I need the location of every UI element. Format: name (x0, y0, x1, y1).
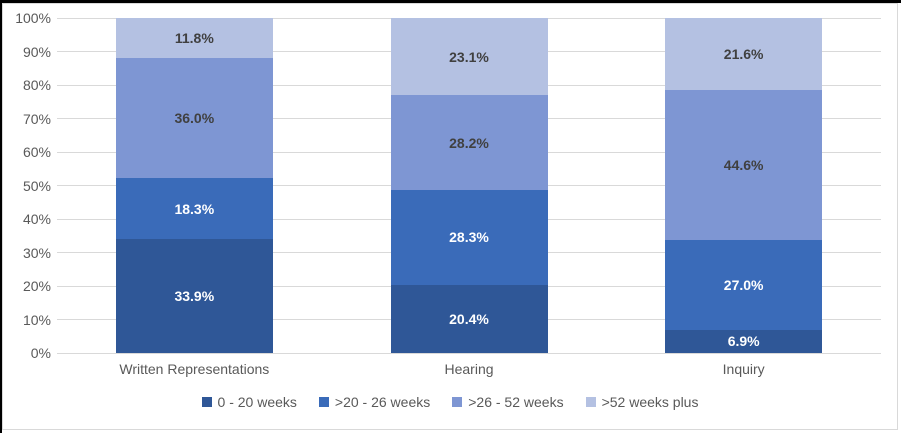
y-axis-tick-label: 80% (22, 77, 51, 93)
plot-area: 0% 10% 20% 30% 40% 50% 60% 70% 80% 90% 100% 33.9% 18… (15, 10, 881, 377)
bar-segment: 44.6% (665, 90, 823, 240)
bar-2: 20.4% 28.3% 28.2% 23.1% (390, 18, 548, 353)
data-label: 36.0% (174, 109, 215, 126)
bar-segment: 36.0% (115, 57, 273, 179)
y-axis-tick-label: 40% (22, 211, 51, 227)
data-label: 21.6% (723, 46, 764, 63)
gridline (57, 352, 881, 354)
bar-segment: 18.3% (115, 178, 273, 240)
legend-label: >20 - 26 weeks (334, 394, 431, 410)
category-label: Written Representations (119, 361, 270, 377)
gridline (57, 17, 881, 19)
legend-item-4: >52 weeks plus (585, 394, 699, 410)
y-axis-tick-label: 30% (22, 244, 51, 261)
y-axis-tick-label: 100% (15, 10, 51, 26)
bar-segment: 6.9% (665, 329, 823, 353)
legend-item-2: >20 - 26 weeks (318, 394, 431, 410)
data-label: 23.1% (449, 48, 489, 65)
bar-segment: 11.8% (115, 18, 273, 58)
data-label: 20.4% (449, 310, 489, 327)
legend-label: 0 - 20 weeks (217, 394, 297, 410)
legend-label: >26 - 52 weeks (468, 394, 564, 410)
y-axis-tick-label: 60% (22, 144, 51, 160)
legend-item-3: >26 - 52 weeks (452, 394, 564, 410)
legend-item-1: 0 - 20 weeks (201, 394, 297, 410)
data-label: 18.3% (174, 200, 215, 217)
data-label: 28.3% (449, 229, 489, 246)
y-axis-tick-label: 10% (22, 311, 51, 328)
bar-segment: 21.6% (665, 18, 823, 91)
chart-frame: 0% 10% 20% 30% 40% 50% 60% 70% 80% 90% 100% 33.9% 18… (2, 3, 898, 430)
data-label: 44.6% (723, 156, 764, 173)
bar-segment: 33.9% (115, 239, 273, 353)
bar-segment: 23.1% (390, 18, 548, 96)
data-label: 11.8% (174, 29, 214, 46)
data-label: 27.0% (723, 276, 764, 293)
y-axis-tick-label: 0% (30, 345, 51, 361)
bar-segment: 27.0% (665, 239, 823, 330)
data-label: 28.2% (449, 134, 489, 151)
bar-1: 33.9% 18.3% 36.0% 11.8% (115, 18, 273, 353)
legend-swatch-icon (318, 397, 329, 407)
legend-label: >52 weeks plus (601, 394, 699, 410)
bar-3: 6.9% 27.0% 44.6% 21.6% (665, 18, 823, 353)
category-label: Hearing (444, 361, 494, 377)
legend-swatch-icon (452, 397, 463, 407)
data-label: 33.9% (174, 288, 215, 305)
bar-segment: 28.3% (390, 189, 548, 285)
category-label: Inquiry (722, 361, 765, 377)
screen-edge-top (0, 0, 901, 3)
legend-swatch-icon (201, 397, 212, 407)
y-axis-tick-label: 70% (22, 110, 51, 127)
screen-edge-left (0, 0, 2, 433)
chart-legend: 0 - 20 weeks >20 - 26 weeks >26 - 52 weeks… (3, 394, 897, 410)
data-label: 6.9% (727, 333, 760, 350)
y-axis-tick-label: 20% (22, 278, 51, 294)
bar-segment: 20.4% (390, 284, 548, 353)
legend-swatch-icon (585, 397, 596, 407)
y-axis-tick-label: 50% (22, 177, 51, 194)
bar-segment: 28.2% (390, 95, 548, 190)
y-axis-tick-label: 90% (22, 43, 51, 60)
